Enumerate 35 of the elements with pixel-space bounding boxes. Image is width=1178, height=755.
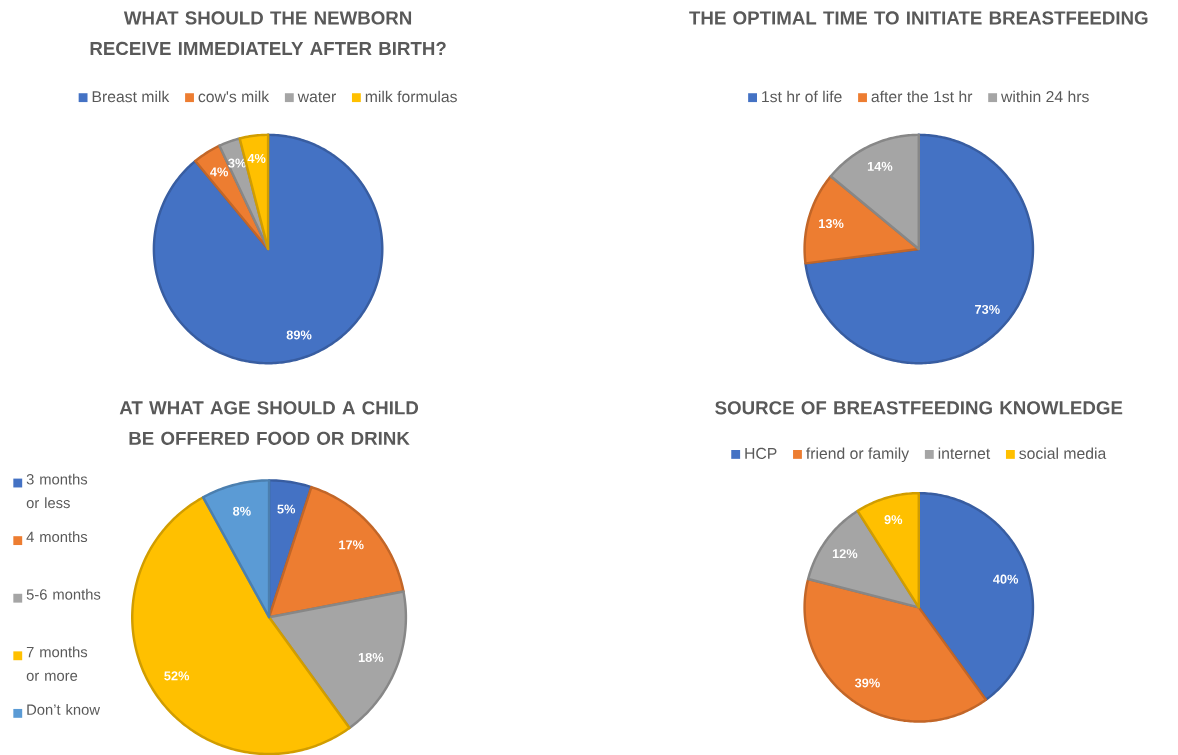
legend-label: Breast milk bbox=[92, 90, 170, 103]
legend-label: water bbox=[297, 91, 336, 103]
legend-label: 5-6 months bbox=[26, 588, 101, 600]
data-label: 13% bbox=[819, 218, 844, 228]
data-label: 89% bbox=[286, 330, 312, 340]
legend-label: within 24 hrs bbox=[1000, 90, 1089, 103]
chart-title: WHAT SHOULD THE NEWBORN RECEIVE IMMEDIATELY AFTER BIRTH? bbox=[90, 11, 446, 55]
legend-label: friend or family bbox=[806, 447, 910, 462]
chart-title: THE OPTIMAL TIME TO INITIATE BREASTFEEDING bbox=[689, 11, 1148, 25]
data-label: 5% bbox=[277, 504, 296, 514]
legend-label: internet bbox=[938, 447, 991, 459]
legend-label: Don’t know bbox=[27, 703, 101, 715]
data-label: 12% bbox=[832, 549, 858, 559]
legend-label: 4 months bbox=[26, 531, 88, 542]
legend-label: social media bbox=[1019, 447, 1107, 459]
data-label: 4% bbox=[247, 153, 266, 163]
legend-label: after the 1st hr bbox=[871, 90, 973, 103]
data-label: 4% bbox=[210, 167, 229, 177]
chart-title: SOURCE OF BREASTFEEDING KNOWLEDGE bbox=[715, 401, 1123, 415]
data-label: 9% bbox=[884, 514, 903, 525]
legend-label: milk formulas bbox=[365, 90, 457, 103]
data-label: 52% bbox=[164, 671, 190, 681]
data-label: 17% bbox=[339, 540, 364, 550]
legend-label: HCP bbox=[745, 447, 777, 459]
data-label: 40% bbox=[993, 574, 1019, 584]
legend-label: 1st hr of life bbox=[762, 90, 842, 103]
data-label: 14% bbox=[867, 161, 893, 171]
legend-label: 3 months or less bbox=[26, 473, 88, 509]
data-label: 39% bbox=[854, 678, 880, 688]
legend-label: cow's milk bbox=[198, 90, 270, 103]
legend-label: 7 months or more bbox=[26, 646, 88, 681]
chart-title: AT WHAT AGE SHOULD A CHILD BE OFFERED FOOD OR DRINK bbox=[119, 401, 419, 445]
data-label: 18% bbox=[358, 652, 384, 662]
data-label: 73% bbox=[975, 304, 1000, 314]
data-label: 8% bbox=[233, 506, 251, 516]
